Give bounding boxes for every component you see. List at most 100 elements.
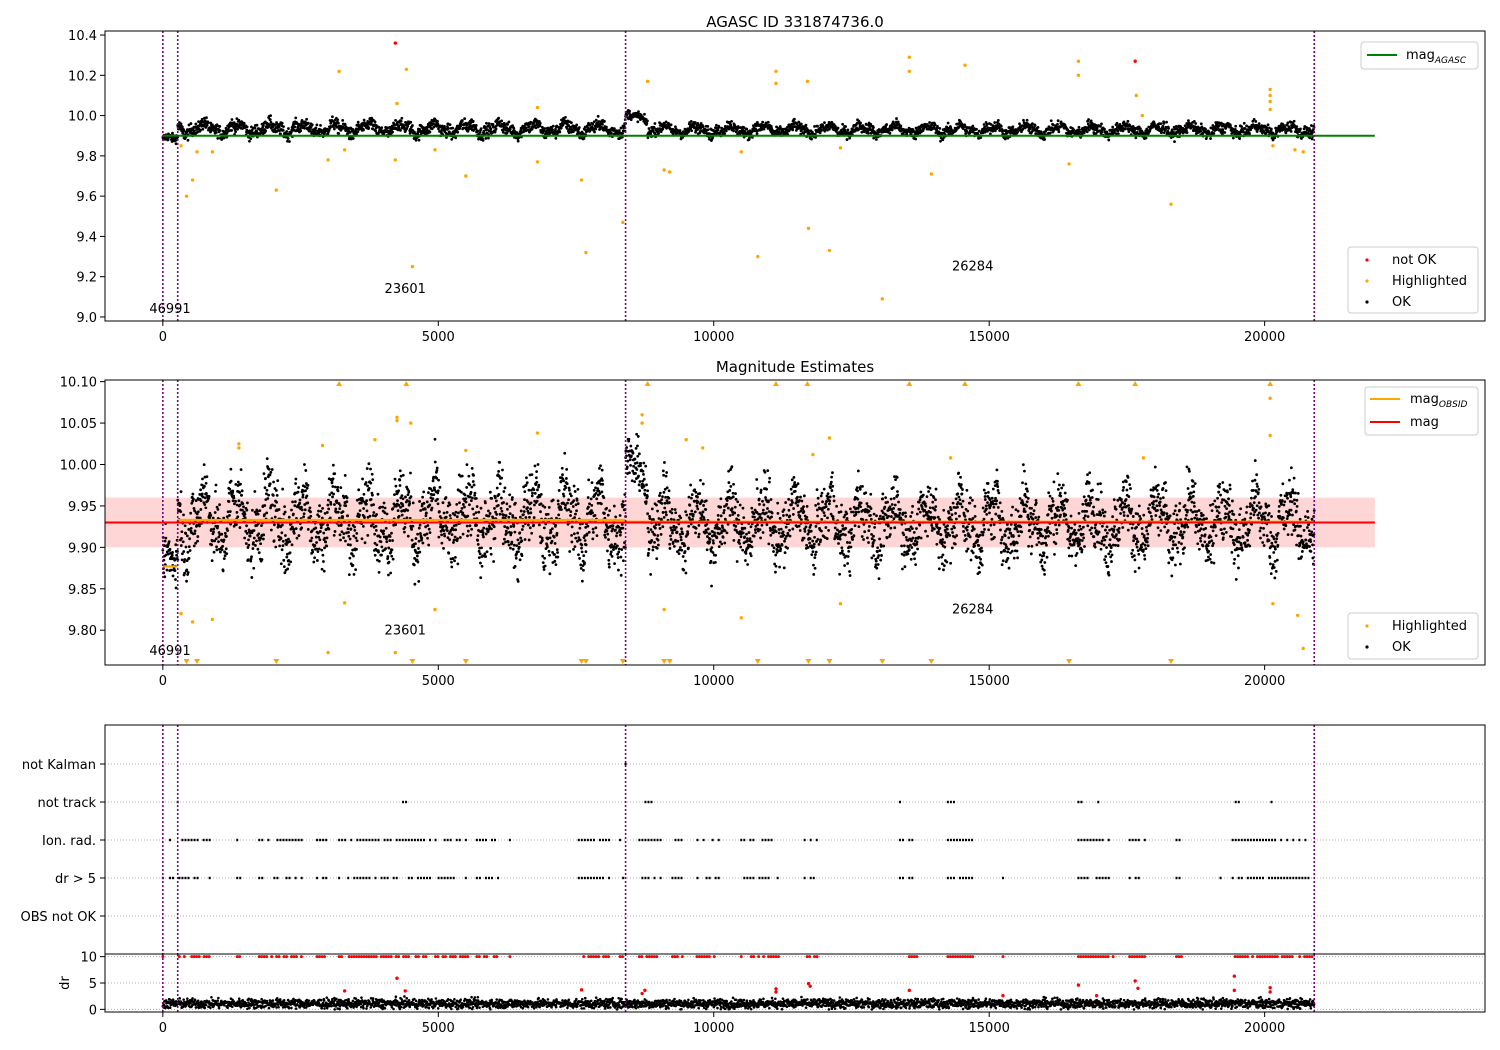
ok-point	[272, 480, 275, 484]
ok-point	[496, 504, 500, 507]
ok-point	[295, 536, 299, 540]
ok-point	[594, 127, 598, 131]
ok-point	[465, 524, 469, 528]
ok-point	[535, 480, 539, 484]
ok-point	[214, 131, 218, 134]
ok-point	[527, 538, 531, 542]
ok-point	[366, 534, 370, 537]
ok-point	[391, 539, 394, 542]
ok-point	[461, 503, 465, 506]
ok-point	[437, 510, 441, 513]
ok-point	[1231, 136, 1235, 140]
ok-point	[1077, 125, 1081, 129]
ok-point	[400, 116, 404, 120]
ok-point	[306, 484, 310, 487]
ok-point	[646, 119, 649, 123]
ok-point	[382, 532, 385, 536]
ok-point	[435, 468, 439, 472]
ok-point	[647, 127, 651, 130]
ok-point	[360, 537, 364, 541]
ok-point	[246, 558, 250, 562]
ok-point	[382, 501, 386, 505]
ok-point	[315, 123, 319, 127]
ok-point	[975, 127, 978, 131]
ok-point	[338, 533, 342, 537]
ok-point	[314, 129, 317, 132]
highlighted-point	[1076, 59, 1081, 63]
ok-point	[394, 484, 398, 488]
ok-point	[484, 125, 487, 129]
ok-point	[526, 523, 530, 527]
ok-point	[489, 127, 493, 131]
ok-point	[303, 463, 306, 466]
ok-point	[1126, 119, 1130, 123]
ok-point	[353, 525, 356, 529]
ok-point	[348, 556, 352, 560]
ok-point	[520, 554, 524, 558]
ok-point	[445, 510, 449, 514]
ok-point	[474, 511, 478, 515]
ok-point	[192, 497, 195, 501]
ok-point	[279, 562, 283, 566]
ok-point	[441, 524, 445, 528]
ok-point	[529, 501, 533, 505]
ok-point	[483, 552, 487, 556]
ok-point	[314, 535, 318, 539]
ok-point	[305, 117, 309, 121]
ok-point	[518, 531, 522, 535]
ok-point	[404, 495, 407, 499]
ok-point	[373, 120, 377, 124]
ok-point	[365, 499, 369, 503]
ok-point	[308, 506, 312, 510]
ok-point	[468, 483, 472, 487]
ok-point	[252, 529, 256, 532]
ok-point	[201, 477, 204, 481]
ok-point	[214, 537, 218, 541]
agasc-title: AGASC ID 331874736.0	[706, 13, 884, 31]
ok-point	[529, 507, 532, 511]
ok-point	[448, 503, 452, 507]
ok-point	[238, 526, 242, 529]
ok-point	[453, 513, 457, 517]
ok-point	[183, 524, 187, 528]
ok-point	[226, 529, 229, 532]
legend-ok-label: OK	[1392, 295, 1411, 310]
highlighted-point	[1301, 150, 1305, 154]
ok-point	[465, 486, 469, 489]
highlighted-point	[756, 254, 760, 259]
ok-point	[1103, 127, 1106, 131]
ok-point	[466, 534, 469, 538]
ok-point	[1033, 124, 1037, 127]
obsid-label: 26284	[952, 260, 993, 275]
ok-point	[331, 115, 334, 119]
ok-point	[174, 138, 178, 142]
ok-point	[533, 491, 537, 495]
ok-point	[334, 123, 338, 127]
ok-point	[391, 557, 395, 561]
ok-point	[212, 527, 216, 531]
ok-point	[523, 124, 526, 128]
ok-point	[543, 564, 547, 568]
ok-point	[187, 556, 191, 560]
ok-point	[233, 502, 236, 506]
ok-point	[501, 542, 505, 546]
ok-point	[296, 125, 300, 129]
ok-point	[196, 535, 200, 538]
ok-point	[367, 126, 371, 130]
ok-point	[255, 123, 259, 127]
ok-point	[367, 487, 371, 490]
ok-point	[180, 125, 184, 129]
ok-point	[530, 494, 534, 498]
ok-point	[406, 493, 410, 497]
highlighted-point	[535, 160, 540, 164]
ok-point	[310, 536, 314, 540]
ok-point	[285, 130, 289, 133]
highlighted-point	[326, 158, 330, 162]
ok-point	[314, 526, 318, 530]
ok-point	[527, 488, 531, 492]
ok-point	[266, 497, 270, 500]
ok-point	[325, 511, 329, 514]
highlighted-point	[579, 178, 584, 182]
ok-point	[408, 502, 412, 506]
ok-point	[301, 493, 305, 497]
